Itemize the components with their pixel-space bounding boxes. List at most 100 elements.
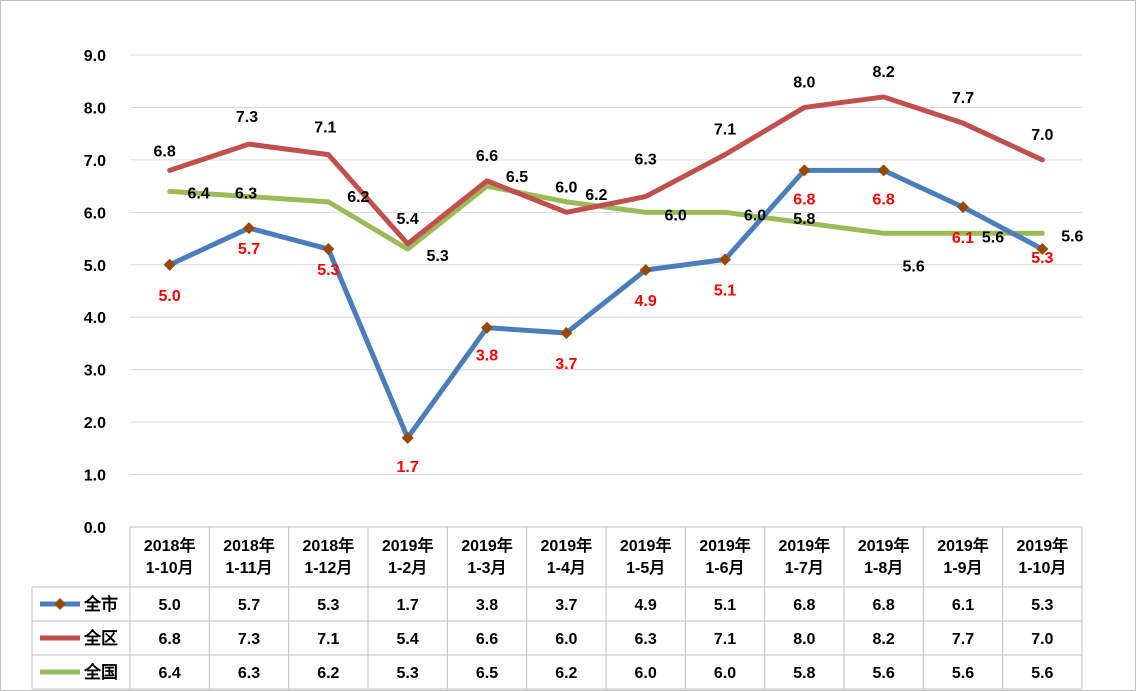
table-cell: 7.1	[317, 631, 339, 648]
data-label: 6.8	[873, 191, 895, 208]
table-cell: 5.6	[873, 665, 895, 682]
data-point-marker	[243, 222, 255, 235]
data-label: 6.2	[347, 189, 369, 206]
data-label: 8.0	[793, 74, 815, 91]
table-cell: 8.0	[793, 631, 815, 648]
table-cell: 6.0	[635, 665, 657, 682]
data-label: 6.3	[235, 186, 257, 203]
y-tick-label: 9.0	[84, 48, 106, 65]
x-category-label: 2018年 1-12月	[303, 536, 355, 577]
data-point-marker	[163, 258, 176, 271]
x-category-label: 2019年 1-5月	[620, 536, 672, 577]
data-label: 8.2	[873, 64, 895, 81]
data-label: 5.4	[397, 211, 419, 228]
table-cell: 5.8	[793, 665, 815, 682]
table-cell: 6.8	[873, 597, 895, 614]
table-cell: 6.8	[159, 631, 181, 648]
table-cell: 5.3	[1031, 597, 1053, 614]
table-cell: 5.0	[159, 597, 181, 614]
table-cell: 5.3	[397, 665, 419, 682]
data-label: 7.1	[314, 120, 336, 137]
x-category-label: 2019年 1-2月	[382, 536, 434, 577]
table-cell: 6.2	[317, 665, 339, 682]
table-cell: 6.1	[952, 597, 974, 614]
data-label: 4.9	[635, 293, 657, 310]
table-cell: 5.7	[238, 597, 260, 614]
y-tick-label: 5.0	[84, 258, 106, 275]
legend-label-2: 全区	[83, 628, 118, 648]
y-tick-label: 4.0	[84, 310, 106, 327]
table-cell: 1.7	[397, 597, 419, 614]
data-label: 3.7	[555, 356, 577, 373]
data-label: 5.1	[714, 283, 736, 300]
data-point-marker	[639, 264, 652, 277]
data-label: 6.8	[793, 191, 815, 208]
table-cell: 8.2	[873, 631, 895, 648]
legend-label-1: 全市	[83, 594, 118, 614]
x-category-label: 2019年 1-3月	[461, 536, 513, 577]
series-lines	[163, 94, 1049, 444]
x-category-label: 2019年 1-4月	[541, 536, 593, 577]
data-label: 5.3	[427, 248, 449, 265]
data-table: 2018年 1-10月 2018年 1-11月 2018年 1-12月 2019年 1-2月 2…	[31, 526, 1083, 690]
table-cell: 6.2	[555, 665, 577, 682]
y-tick-label: 1.0	[84, 468, 106, 485]
table-cell: 7.0	[1031, 631, 1053, 648]
data-label: 6.8	[154, 143, 176, 160]
data-label: 6.2	[585, 187, 607, 204]
y-tick-label: 0.0	[84, 520, 106, 537]
legend-label-3: 全国	[83, 662, 118, 682]
data-label: 6.4	[188, 185, 210, 202]
data-label: 6.0	[555, 179, 577, 196]
y-tick-label: 8.0	[84, 100, 106, 117]
table-cell: 7.3	[238, 631, 260, 648]
table-cell: 6.0	[555, 631, 577, 648]
data-point-marker	[322, 243, 335, 256]
table-cell: 7.1	[714, 631, 736, 648]
data-label: 5.6	[903, 258, 925, 275]
table-cell: 5.3	[317, 597, 339, 614]
table-cell: 6.3	[635, 631, 657, 648]
data-label: 7.3	[236, 109, 258, 126]
x-category-label: 2019年 1-9月	[937, 536, 989, 577]
data-labels: 5.0 5.7 5.3 1.7 3.8 3.7 4.9 5.1 6.8 6.8 6.1 5.3 6.8 7…	[154, 64, 1084, 476]
y-tick-label: 6.0	[84, 205, 106, 222]
x-category-label: 2019年 1-8月	[858, 536, 910, 577]
data-point-marker	[1036, 243, 1049, 256]
data-point-marker	[719, 253, 731, 266]
data-point-marker	[481, 321, 493, 334]
data-label: 5.8	[793, 211, 815, 228]
x-category-label: 2018年 1-10月	[144, 536, 196, 577]
data-label: 5.0	[159, 288, 181, 305]
data-label: 5.3	[1031, 250, 1053, 267]
data-label: 5.6	[982, 229, 1004, 246]
data-label: 6.5	[506, 169, 528, 186]
data-label: 6.1	[952, 230, 974, 247]
table-cell: 3.8	[476, 597, 498, 614]
data-label: 6.0	[665, 207, 687, 224]
table-cell: 6.5	[476, 665, 498, 682]
table-cell: 3.7	[555, 597, 577, 614]
legend-marker	[54, 598, 66, 610]
data-point-marker	[957, 201, 969, 214]
data-label: 5.3	[317, 262, 339, 279]
table-cell: 6.0	[714, 665, 736, 682]
gridlines	[130, 54, 1082, 476]
data-label: 7.1	[714, 122, 736, 139]
table-cell: 6.6	[476, 631, 498, 648]
y-axis: 0.0 1.0 2.0 3.0 4.0 5.0 6.0 7.0 8.0 9.0	[84, 48, 106, 537]
data-label: 7.0	[1031, 127, 1053, 144]
data-label: 6.3	[635, 152, 657, 169]
table-cell: 4.9	[635, 597, 657, 614]
table-cell: 7.7	[952, 631, 974, 648]
table-cell: 6.3	[238, 665, 260, 682]
table-cell: 6.4	[159, 665, 181, 682]
data-label: 7.7	[952, 90, 974, 107]
x-category-label: 2019年 1-6月	[699, 536, 751, 577]
data-point-marker	[798, 164, 811, 177]
x-category-label: 2019年 1-7月	[779, 536, 831, 577]
data-point-marker	[401, 431, 414, 444]
data-point-marker	[877, 164, 890, 177]
data-label: 5.6	[1061, 228, 1083, 245]
